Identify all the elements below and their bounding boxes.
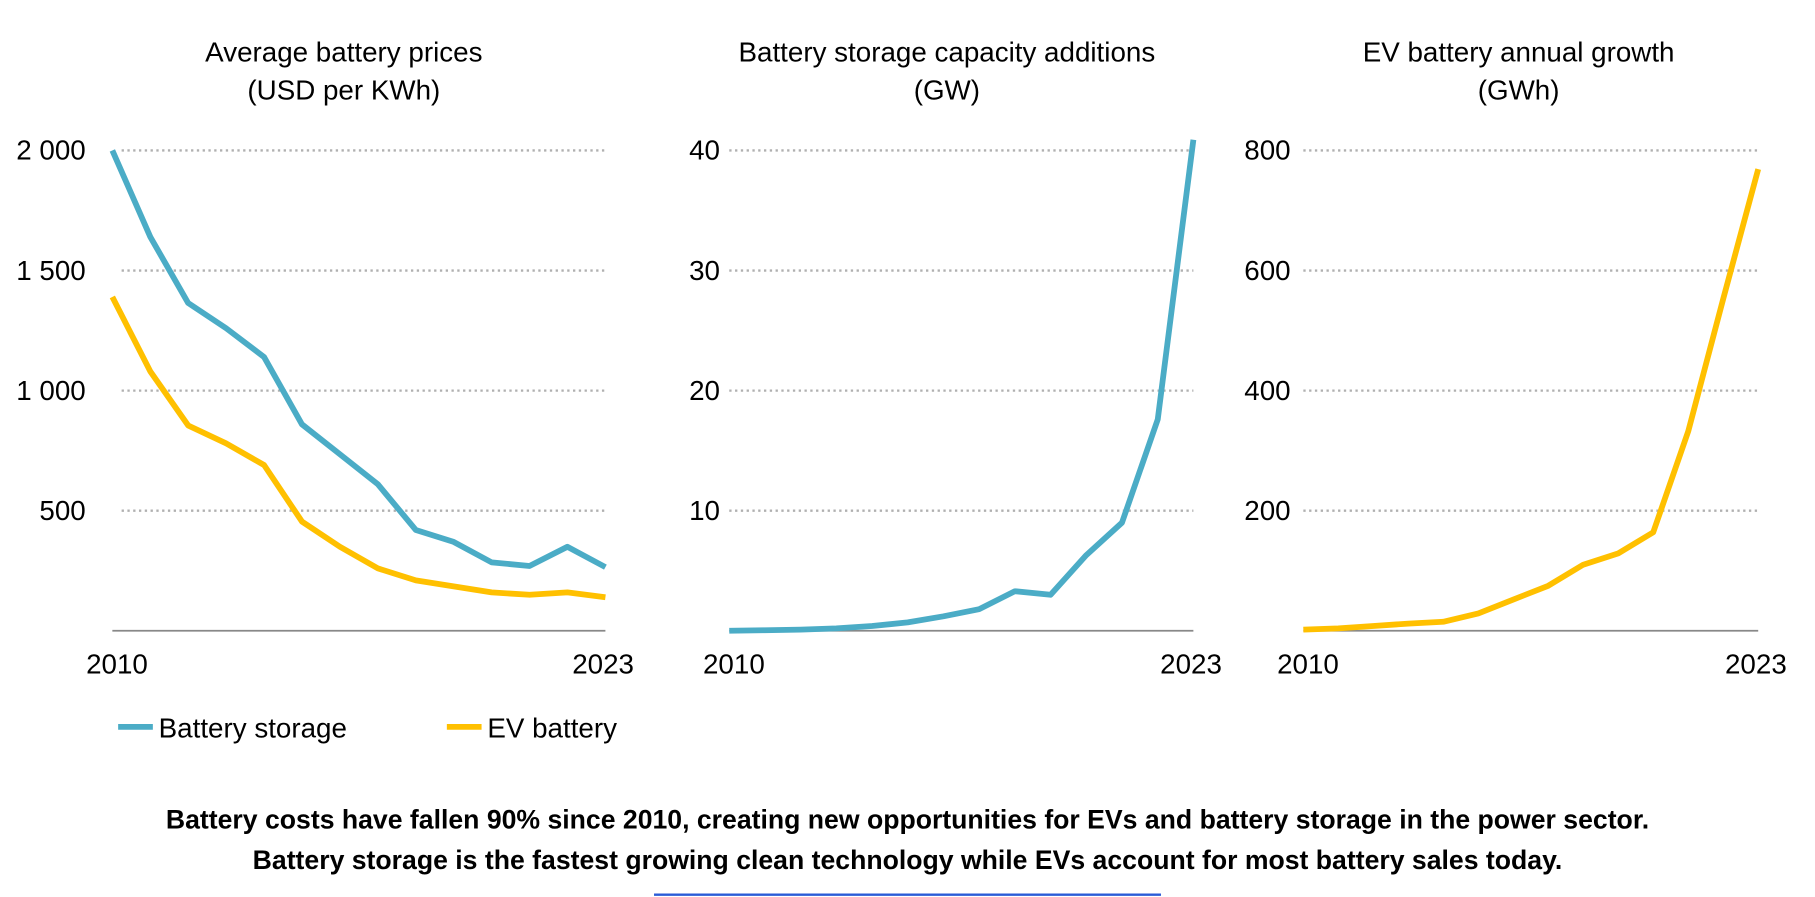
data-line — [1303, 168, 1761, 633]
data-line — [109, 149, 607, 570]
data-line — [729, 139, 1197, 634]
y-tick-label: 30 — [689, 255, 720, 286]
legend-label: EV battery — [487, 712, 617, 743]
x-tick-label: 2010 — [86, 649, 148, 680]
caption: Battery storage is the fastest growing c… — [253, 845, 1563, 875]
legend-label: Battery storage — [159, 712, 347, 743]
y-tick-label: 400 — [1244, 375, 1290, 406]
chart-subtitle: (GWh) — [1478, 75, 1560, 106]
y-tick-label: 20 — [689, 375, 720, 406]
y-tick-label: 1 000 — [16, 375, 85, 406]
y-tick-label: 500 — [39, 495, 85, 526]
y-tick-label: 800 — [1244, 135, 1290, 166]
y-tick-label: 2 000 — [16, 135, 85, 166]
y-tick-label: 600 — [1244, 255, 1290, 286]
x-tick-label: 2010 — [1277, 649, 1339, 680]
data-line — [109, 295, 606, 601]
x-tick-label: 2023 — [572, 649, 634, 680]
x-tick-label: 2023 — [1725, 649, 1787, 680]
chart-title: Battery storage capacity additions — [738, 36, 1155, 67]
chart-title: EV battery annual growth — [1363, 36, 1675, 67]
y-tick-label: 10 — [689, 495, 720, 526]
y-tick-label: 40 — [689, 135, 720, 166]
y-tick-label: 200 — [1244, 495, 1290, 526]
caption: Battery costs have fallen 90% since 2010… — [166, 805, 1649, 835]
chart-subtitle: (USD per KWh) — [247, 75, 440, 106]
chart-subtitle: (GW) — [914, 75, 980, 106]
chart-title: Average battery prices — [205, 36, 482, 67]
y-tick-label: 1 500 — [16, 255, 85, 286]
x-tick-label: 2010 — [703, 649, 765, 680]
x-tick-label: 2023 — [1160, 649, 1222, 680]
